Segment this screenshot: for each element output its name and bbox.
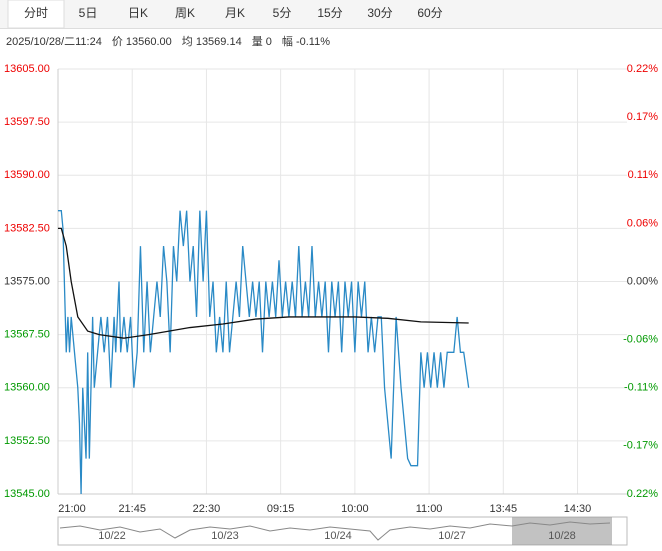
y-tick-label: 13560.00: [4, 382, 50, 394]
y-tick-label: 13552.50: [4, 435, 50, 447]
y2-tick-label: 0.00%: [627, 275, 658, 287]
tab[interactable]: 15分: [317, 6, 342, 20]
y-tick-label: 13575.00: [4, 275, 50, 287]
y-tick-label: 13545.00: [4, 488, 50, 500]
x-tick-label: 09:15: [267, 503, 295, 515]
y2-tick-label: -0.06%: [623, 333, 658, 345]
navigator-date: 10/24: [324, 530, 352, 542]
navigator-date: 10/27: [438, 530, 466, 542]
x-tick-label: 21:00: [58, 503, 86, 515]
x-tick-label: 22:30: [193, 503, 221, 515]
x-tick-label: 10:00: [341, 503, 369, 515]
navigator-date: 10/28: [548, 530, 576, 542]
tab[interactable]: 周K: [175, 6, 195, 20]
tab-bar: [0, 0, 662, 28]
y-tick-label: 13597.50: [4, 116, 50, 128]
tab[interactable]: 月K: [225, 6, 245, 20]
y2-tick-label: 0.22%: [627, 63, 658, 75]
tab[interactable]: 5分: [273, 6, 292, 20]
x-tick-label: 11:00: [416, 503, 443, 515]
x-tick-label: 13:45: [490, 503, 518, 515]
tab[interactable]: 60分: [417, 6, 442, 20]
tab[interactable]: 30分: [367, 6, 392, 20]
x-tick-label: 14:30: [564, 503, 592, 515]
y2-tick-label: -0.22%: [623, 488, 658, 500]
info-item: 价 13560.00: [112, 35, 172, 48]
line-series: [58, 210, 470, 495]
y2-tick-label: 0.17%: [627, 111, 658, 123]
x-tick-label: 21:45: [118, 503, 146, 515]
navigator-window[interactable]: [512, 517, 612, 545]
navigator-date: 10/23: [211, 530, 239, 542]
y-tick-label: 13605.00: [4, 63, 50, 75]
y-tick-label: 13567.50: [4, 329, 50, 341]
info-item: 幅 -0.11%: [282, 35, 330, 48]
y2-tick-label: -0.17%: [623, 440, 658, 452]
navigator-date: 10/22: [98, 530, 126, 542]
tab[interactable]: 日K: [128, 6, 148, 20]
y2-tick-label: 0.06%: [627, 217, 658, 229]
info-item: 量 0: [252, 35, 272, 48]
tab[interactable]: 分时: [24, 6, 48, 20]
y2-tick-label: -0.11%: [624, 382, 658, 394]
y-tick-label: 13590.00: [4, 169, 50, 181]
tab[interactable]: 5日: [79, 6, 98, 20]
y-tick-label: 13582.50: [4, 222, 50, 234]
info-item: 2025/10/28/二11:24: [6, 36, 102, 48]
y2-tick-label: 0.11%: [628, 169, 659, 181]
navigator-trace: [59, 521, 611, 541]
active-tab[interactable]: [7, 0, 65, 29]
line-series: [58, 227, 469, 339]
info-item: 均 13569.14: [182, 35, 242, 48]
